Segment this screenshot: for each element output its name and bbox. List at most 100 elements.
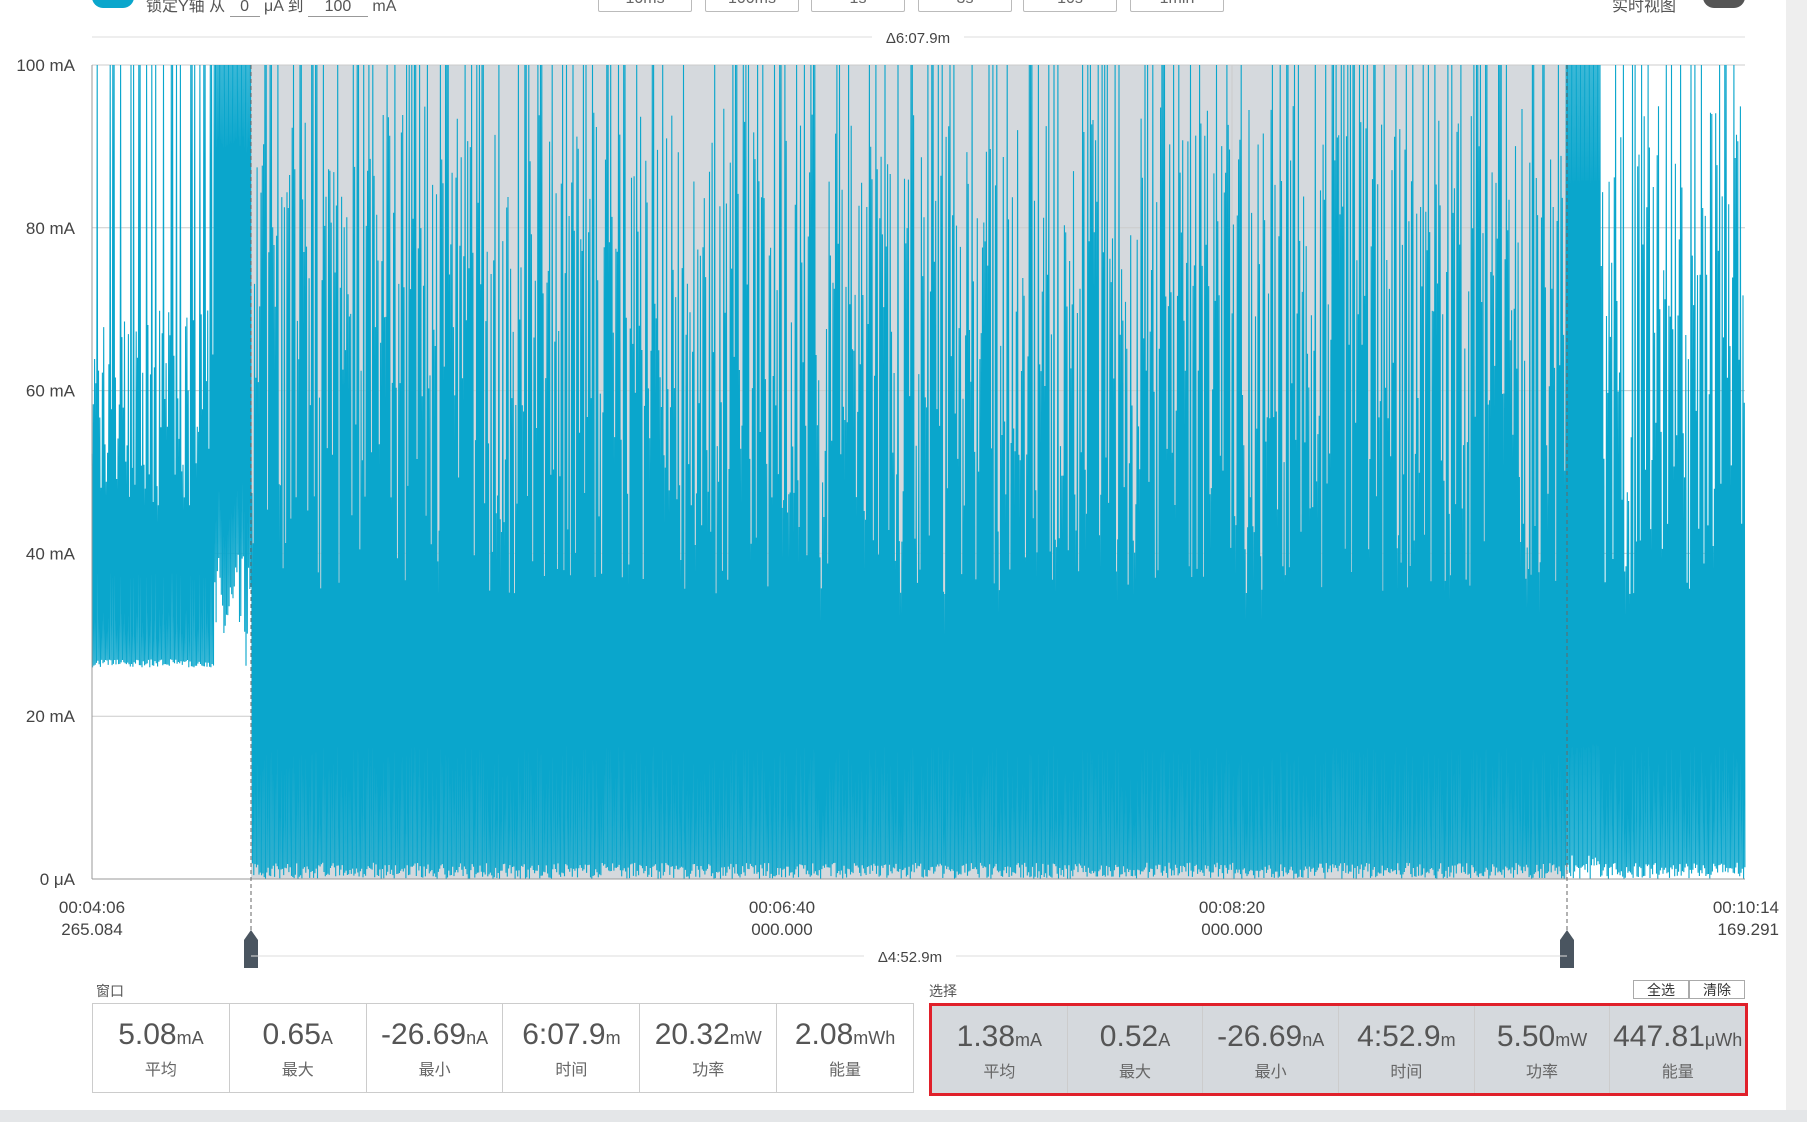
scrollbar [1786, 0, 1807, 1110]
stat-unit: mA [1015, 1030, 1043, 1050]
stat-value-row: 447.81μWh [1610, 1020, 1745, 1054]
y-tick-label: 100 mA [16, 56, 75, 75]
chart: 0 μA 20 mA 40 mA 60 mA 80 mA 100 mA 00:04:06 26… [16, 26, 1779, 968]
clear-button[interactable]: 清除 [1689, 980, 1745, 999]
time-button[interactable]: 100ms [705, 0, 799, 12]
stat-cell: 447.81μWh 能量 [1610, 1006, 1745, 1093]
stat-cell: 6:07.9m 时间 [503, 1004, 641, 1092]
stat-cell: 0.52A 最大 [1068, 1006, 1204, 1093]
stat-cell: 1.38mA 平均 [932, 1006, 1068, 1093]
y-tick-label: 0 μA [40, 870, 76, 889]
stat-value: 0.65 [262, 1018, 321, 1051]
stat-label: 能量 [829, 1062, 862, 1079]
time-button[interactable]: 1min [1130, 0, 1224, 12]
x-tick-label: 00:10:14 [1713, 898, 1779, 917]
selection-stats: 1.38mA 平均 0.52A 最大 -26.69nA 最小 4:52.9m 时间 5.50mW… [929, 1003, 1748, 1096]
bottom-strip [0, 1110, 1807, 1122]
stat-value-row: 5.08mA [93, 1018, 229, 1052]
window-delta: Δ6:07.9m [886, 30, 950, 47]
stat-cell: 5.50mW 功率 [1475, 1006, 1611, 1093]
live-toggle[interactable] [1703, 0, 1745, 8]
stat-cell: 20.32mW 功率 [640, 1004, 778, 1092]
stat-value-row: 4:52.9m [1339, 1020, 1474, 1054]
select-all-button[interactable]: 全选 [1633, 980, 1689, 999]
lock-toggle[interactable] [92, 0, 134, 8]
stat-value-row: 0.65A [230, 1018, 366, 1052]
stat-unit: nA [466, 1028, 489, 1048]
from-value[interactable]: 0 [229, 0, 260, 17]
y-tick-label: 80 mA [26, 219, 76, 238]
stat-value-row: -26.69nA [367, 1018, 503, 1052]
x-tick-sublabel: 265.084 [61, 920, 122, 939]
stat-label: 最大 [1119, 1064, 1152, 1081]
stat-value: 6:07.9 [522, 1018, 606, 1051]
stat-value-row: 5.50mW [1475, 1020, 1610, 1054]
stat-label: 时间 [555, 1062, 588, 1079]
y-tick-label: 40 mA [26, 544, 76, 563]
stat-unit: mW [1555, 1030, 1588, 1050]
stat-cell: 5.08mA 平均 [93, 1004, 230, 1092]
window-delta-bg [872, 26, 964, 48]
stat-cell: -26.69nA 最小 [1203, 1006, 1340, 1093]
stat-unit: m [605, 1028, 621, 1048]
stat-value: 0.52 [1099, 1020, 1159, 1053]
stat-label: 功率 [692, 1062, 725, 1079]
lock-label: 锁定Y轴 从 [146, 0, 226, 15]
y-tick-label: 60 mA [26, 382, 76, 401]
stat-unit: mW [729, 1028, 762, 1048]
stat-label: 功率 [1526, 1064, 1559, 1081]
stat-value-row: 0.52A [1068, 1020, 1203, 1054]
stat-cell: 4:52.9m 时间 [1339, 1006, 1475, 1093]
stat-value-row: 20.32mW [640, 1018, 776, 1052]
stat-unit: A [320, 1028, 333, 1048]
y-tick-label: 20 mA [26, 707, 76, 726]
stat-value: 447.81 [1613, 1020, 1705, 1053]
to-unit: mA [372, 0, 397, 15]
stat-label: 时间 [1390, 1064, 1423, 1081]
time-button[interactable]: 10ms [598, 0, 692, 12]
time-button[interactable]: 10s [1023, 0, 1117, 12]
lock-row: 锁定Y轴 从 0 μA 到 100 mA [146, 0, 396, 17]
current-trace [91, 64, 1746, 880]
cursor-handle [1560, 930, 1574, 968]
x-tick-sublabel: 000.000 [1201, 920, 1262, 939]
stat-cell: 0.65A 最大 [230, 1004, 367, 1092]
stat-label: 平均 [983, 1064, 1016, 1081]
stat-unit: nA [1302, 1030, 1325, 1050]
cursor-handle [244, 930, 258, 968]
stat-cell: -26.69nA 最小 [367, 1004, 504, 1092]
stat-label: 最小 [418, 1062, 451, 1079]
live-label: 实时视图 [1612, 0, 1677, 15]
time-button[interactable]: 3s [918, 0, 1012, 12]
stat-value: 4:52.9 [1357, 1020, 1441, 1053]
stat-value-row: 2.08mWh [777, 1018, 913, 1052]
stat-unit: m [1440, 1030, 1456, 1050]
stat-value-row: -26.69nA [1203, 1020, 1338, 1054]
window-title: 窗口 [96, 983, 124, 999]
stat-label: 能量 [1661, 1064, 1694, 1081]
selection-delta: Δ4:52.9m [878, 949, 942, 966]
time-button[interactable]: 1s [811, 0, 905, 12]
stat-value: 5.50 [1496, 1020, 1556, 1053]
x-tick-sublabel: 169.291 [1718, 920, 1779, 939]
stat-value-row: 6:07.9m [503, 1018, 639, 1052]
to-label: 到 [287, 0, 304, 15]
to-value[interactable]: 100 [307, 0, 368, 17]
x-tick-sublabel: 000.000 [751, 920, 812, 939]
stat-value: 2.08 [794, 1018, 854, 1051]
stat-value: 1.38 [956, 1020, 1016, 1053]
stat-value: 5.08 [118, 1018, 177, 1051]
stat-value: 20.32 [654, 1018, 730, 1051]
from-unit: μA [264, 0, 284, 15]
x-tick-label: 00:08:20 [1199, 898, 1265, 917]
stat-value: -26.69 [1217, 1020, 1303, 1053]
selection-title: 选择 [929, 983, 957, 999]
stat-label: 平均 [144, 1062, 177, 1079]
x-tick-label: 00:04:06 [59, 898, 125, 917]
stat-unit: mWh [853, 1028, 896, 1048]
selection-delta-bg [864, 945, 956, 967]
stat-cell: 2.08mWh 能量 [777, 1004, 913, 1092]
stat-unit: μWh [1704, 1030, 1743, 1050]
x-tick-label: 00:06:40 [749, 898, 815, 917]
